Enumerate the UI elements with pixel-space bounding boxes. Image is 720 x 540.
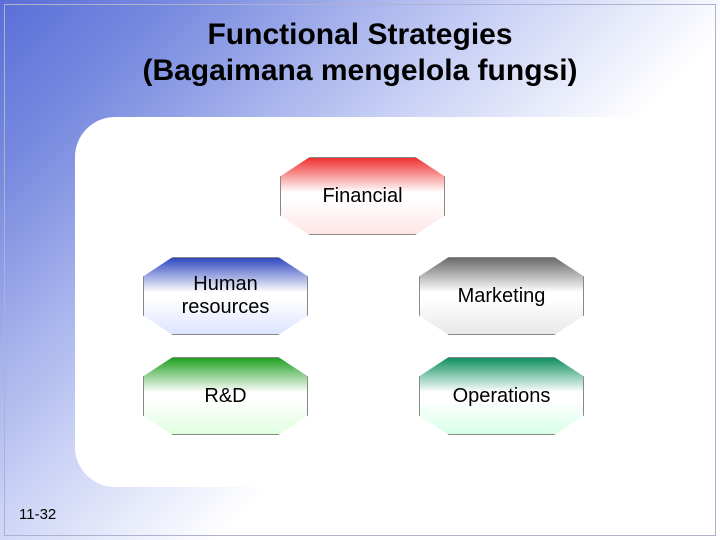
node-label: Financial [322, 185, 402, 208]
node-label: Marketing [458, 285, 546, 308]
node-financial: Financial [280, 157, 445, 235]
node-human-resources: Human resources [143, 257, 308, 335]
node-rd: R&D [143, 357, 308, 435]
node-label: R&D [204, 385, 246, 408]
content-panel: Financial Human resources Marketing R&D Oper… [75, 117, 655, 487]
node-operations: Operations [419, 357, 584, 435]
slide-title: Functional Strategies (Bagaimana mengelo… [5, 5, 715, 89]
node-label: Human resources [182, 273, 270, 319]
slide-frame: Functional Strategies (Bagaimana mengelo… [4, 4, 716, 536]
slide-number: 11-32 [19, 506, 56, 523]
title-line-1: Functional Strategies [207, 18, 512, 51]
node-marketing: Marketing [419, 257, 584, 335]
title-line-2: (Bagaimana mengelola fungsi) [142, 54, 577, 87]
node-label: Operations [453, 385, 551, 408]
